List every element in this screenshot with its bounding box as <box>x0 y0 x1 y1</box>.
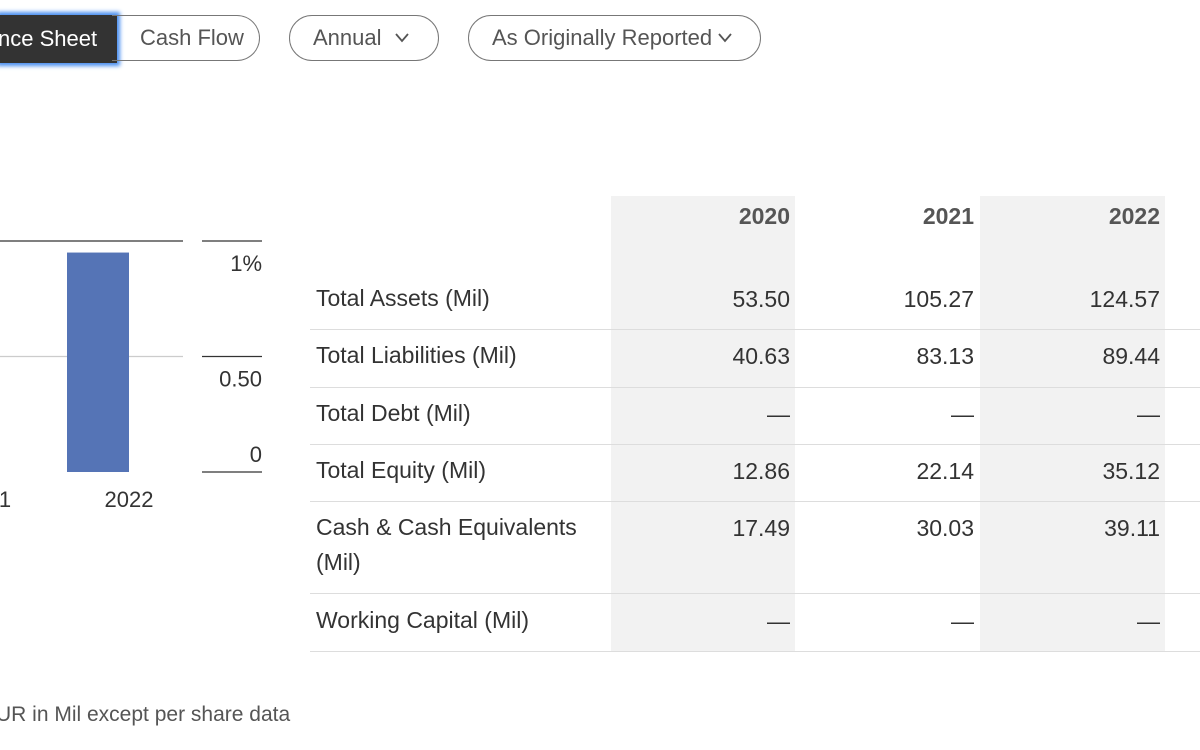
row-separator <box>310 444 1200 445</box>
column-shade <box>611 196 795 651</box>
tab-label: nce Sheet <box>0 26 98 51</box>
cell-value: 30.03 <box>916 515 974 541</box>
cell-value: — <box>767 608 790 634</box>
cell-value: — <box>951 608 974 634</box>
chart: 1% 0.50 0 1 2022 <box>0 240 262 512</box>
row-label: Total Debt (Mil) <box>316 400 471 426</box>
column-header: 2020 <box>738 203 790 229</box>
dropdown[interactable]: Annual <box>289 15 439 61</box>
dropdown-label: As Originally Reported <box>492 25 713 50</box>
row-separator <box>310 501 1200 502</box>
bar <box>67 252 129 472</box>
cell-value: 124.57 <box>1089 286 1160 312</box>
y-tick-label: 0 <box>250 442 262 467</box>
row-label: Total Equity (Mil) <box>316 457 486 483</box>
column-shade <box>980 196 1165 651</box>
cell-value: — <box>951 401 974 427</box>
cell-value: 22.14 <box>916 458 974 484</box>
footnote: UR in Mil except per share data <box>0 703 291 726</box>
x-tick-label: 1 <box>0 487 11 512</box>
cell-value: 40.63 <box>732 343 790 369</box>
cell-value: 39.11 <box>1104 515 1160 541</box>
dropdown-label: Annual <box>313 25 382 50</box>
y-tick-label: 0.50 <box>219 367 262 392</box>
y-tick-label: 1% <box>230 251 262 276</box>
cell-value: 83.13 <box>916 343 974 369</box>
column-header: 2021 <box>922 203 974 229</box>
row-label: Cash & Cash Equivalents (Mil) <box>316 514 577 575</box>
column-header: 2022 <box>1108 203 1160 229</box>
row-label: Total Liabilities (Mil) <box>316 342 517 368</box>
row-separator <box>310 387 1200 388</box>
cell-value: 17.49 <box>732 515 790 541</box>
cell-value: 12.86 <box>732 458 790 484</box>
tab-label: Cash Flow <box>140 25 244 50</box>
tab[interactable]: Cash Flow <box>112 15 260 61</box>
row-separator <box>310 329 1200 330</box>
cell-value: 53.50 <box>732 286 790 312</box>
row-label: Total Assets (Mil) <box>316 285 490 311</box>
cell-value: 89.44 <box>1102 343 1160 369</box>
cell-value: — <box>1137 401 1160 427</box>
cell-value: — <box>767 401 790 427</box>
tab-active[interactable]: nce Sheet <box>0 15 117 63</box>
cell-value: — <box>1137 608 1160 634</box>
chevron <box>718 33 732 43</box>
cell-value: 105.27 <box>903 286 974 312</box>
row-separator <box>310 651 1200 652</box>
dropdown[interactable]: As Originally Reported <box>468 15 761 61</box>
x-tick-label: 2022 <box>105 487 154 512</box>
row-separator <box>310 593 1200 594</box>
row-label: Working Capital (Mil) <box>316 607 530 633</box>
chevron <box>395 33 409 43</box>
cell-value: 35.12 <box>1102 458 1160 484</box>
